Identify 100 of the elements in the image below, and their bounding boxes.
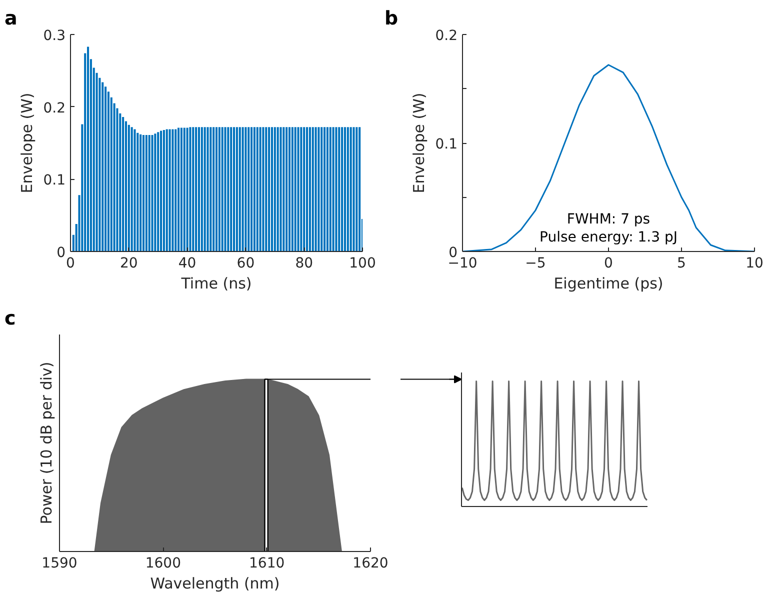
bar (192, 127, 194, 252)
bar (344, 127, 346, 252)
y-tick-label: 0.3 (43, 28, 66, 44)
x-axis-title: Eigentime (ps) (554, 274, 664, 292)
bar (250, 127, 253, 252)
y-tick-label: 0 (56, 245, 66, 261)
bar (341, 127, 344, 252)
y-tick-label: 0.2 (435, 28, 458, 44)
bar (300, 127, 302, 252)
annotation: Pulse energy: 1.3 pJ (540, 230, 678, 246)
y-axis-title: Envelope (W) (18, 92, 36, 194)
bar (268, 127, 270, 252)
bar (102, 82, 104, 252)
chart-title: c (4, 308, 16, 330)
bar (286, 127, 288, 252)
bar (140, 134, 142, 252)
bar (154, 134, 156, 252)
bar (227, 127, 230, 252)
bar (350, 127, 352, 252)
bar (128, 124, 130, 252)
bar (178, 128, 180, 252)
y-tick-label: 0.2 (43, 100, 66, 116)
bar (335, 127, 338, 252)
x-tick-label: 40 (178, 256, 196, 272)
bar (160, 130, 162, 252)
bar (318, 127, 320, 252)
bar (320, 127, 323, 252)
bar (206, 127, 209, 252)
bar (356, 127, 358, 252)
bar (195, 127, 198, 252)
bar (308, 127, 311, 252)
x-tick-label: 80 (295, 256, 314, 272)
bar (332, 127, 334, 252)
bar (352, 127, 355, 252)
chart-title: b (384, 8, 398, 30)
x-tick-label: 1600 (145, 556, 181, 572)
bar (324, 127, 326, 252)
bar (130, 127, 133, 252)
bar (312, 127, 314, 252)
bar (282, 127, 285, 252)
x-tick-label: 1590 (42, 556, 78, 572)
bar (291, 127, 294, 252)
x-tick-label: −5 (525, 256, 546, 272)
x-tick-label: 1620 (352, 556, 388, 572)
bar (189, 127, 192, 252)
bar (180, 128, 182, 252)
bar (238, 127, 241, 252)
bar (236, 127, 238, 252)
bar (346, 127, 349, 252)
bar (274, 127, 276, 252)
x-tick-label: 0 (604, 256, 613, 272)
y-tick-label: 0.1 (43, 172, 66, 189)
y-tick-label: 0.1 (435, 136, 458, 152)
bar (168, 129, 171, 252)
x-axis-title: Time (ns) (180, 274, 252, 292)
bar (124, 121, 127, 252)
bar (280, 127, 282, 252)
bar (233, 127, 236, 252)
bar (288, 127, 291, 252)
bar (276, 127, 279, 252)
bar (248, 127, 250, 252)
bar (186, 128, 188, 252)
bar (270, 127, 273, 252)
bar (166, 129, 168, 252)
bar (215, 127, 218, 252)
bar (204, 127, 206, 252)
bar (256, 127, 258, 252)
bar (294, 127, 296, 252)
bar (183, 128, 186, 252)
bar (306, 127, 308, 252)
bar (230, 127, 232, 252)
x-axis-title: Wavelength (nm) (150, 574, 280, 592)
bar (244, 127, 247, 252)
bar (145, 135, 148, 252)
chart-title: a (4, 8, 18, 30)
bar (303, 127, 306, 252)
bar (265, 127, 268, 252)
x-tick-label: 1610 (249, 556, 285, 572)
bar (259, 127, 262, 252)
bar (162, 130, 165, 252)
bar (148, 135, 150, 252)
bar (142, 135, 145, 252)
bar (262, 127, 264, 252)
y-axis-title: Envelope (W) (410, 92, 428, 194)
bar (134, 129, 136, 252)
x-tick-label: 20 (120, 256, 138, 272)
bar (136, 132, 139, 252)
x-tick-label: 5 (677, 256, 686, 272)
bar (297, 127, 300, 252)
bar (174, 129, 177, 252)
bar (253, 127, 256, 252)
bar (338, 127, 340, 252)
bar (210, 127, 212, 252)
bar (221, 127, 224, 252)
bar (224, 127, 226, 252)
annotation: FWHM: 7 ps (566, 212, 650, 228)
bar (122, 116, 124, 252)
bar (242, 127, 244, 252)
bar (198, 127, 200, 252)
x-tick-label: 10 (746, 256, 764, 272)
